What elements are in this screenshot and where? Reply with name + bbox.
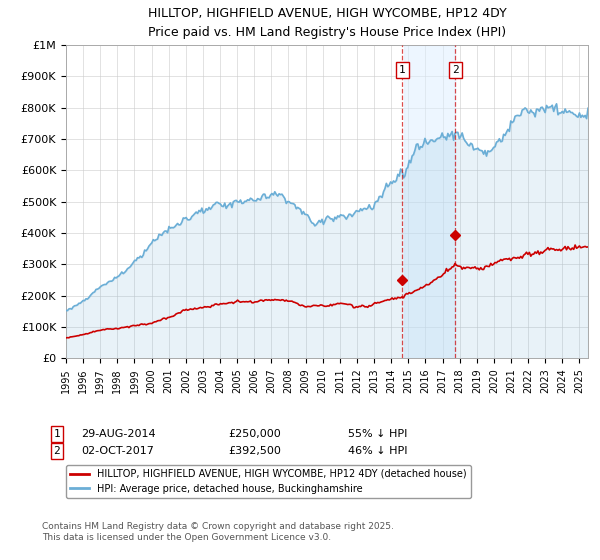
Text: 2: 2 bbox=[53, 446, 61, 456]
Text: 55% ↓ HPI: 55% ↓ HPI bbox=[348, 429, 407, 439]
Text: 46% ↓ HPI: 46% ↓ HPI bbox=[348, 446, 407, 456]
Text: 1: 1 bbox=[399, 65, 406, 75]
Text: 1: 1 bbox=[53, 429, 61, 439]
Title: HILLTOP, HIGHFIELD AVENUE, HIGH WYCOMBE, HP12 4DY
Price paid vs. HM Land Registr: HILLTOP, HIGHFIELD AVENUE, HIGH WYCOMBE,… bbox=[148, 7, 506, 39]
Text: £392,500: £392,500 bbox=[228, 446, 281, 456]
Legend: HILLTOP, HIGHFIELD AVENUE, HIGH WYCOMBE, HP12 4DY (detached house), HPI: Average: HILLTOP, HIGHFIELD AVENUE, HIGH WYCOMBE,… bbox=[66, 465, 470, 498]
Text: 29-AUG-2014: 29-AUG-2014 bbox=[81, 429, 155, 439]
Text: 02-OCT-2017: 02-OCT-2017 bbox=[81, 446, 154, 456]
Text: £250,000: £250,000 bbox=[228, 429, 281, 439]
Text: Contains HM Land Registry data © Crown copyright and database right 2025.
This d: Contains HM Land Registry data © Crown c… bbox=[42, 522, 394, 542]
Text: 2: 2 bbox=[452, 65, 459, 75]
